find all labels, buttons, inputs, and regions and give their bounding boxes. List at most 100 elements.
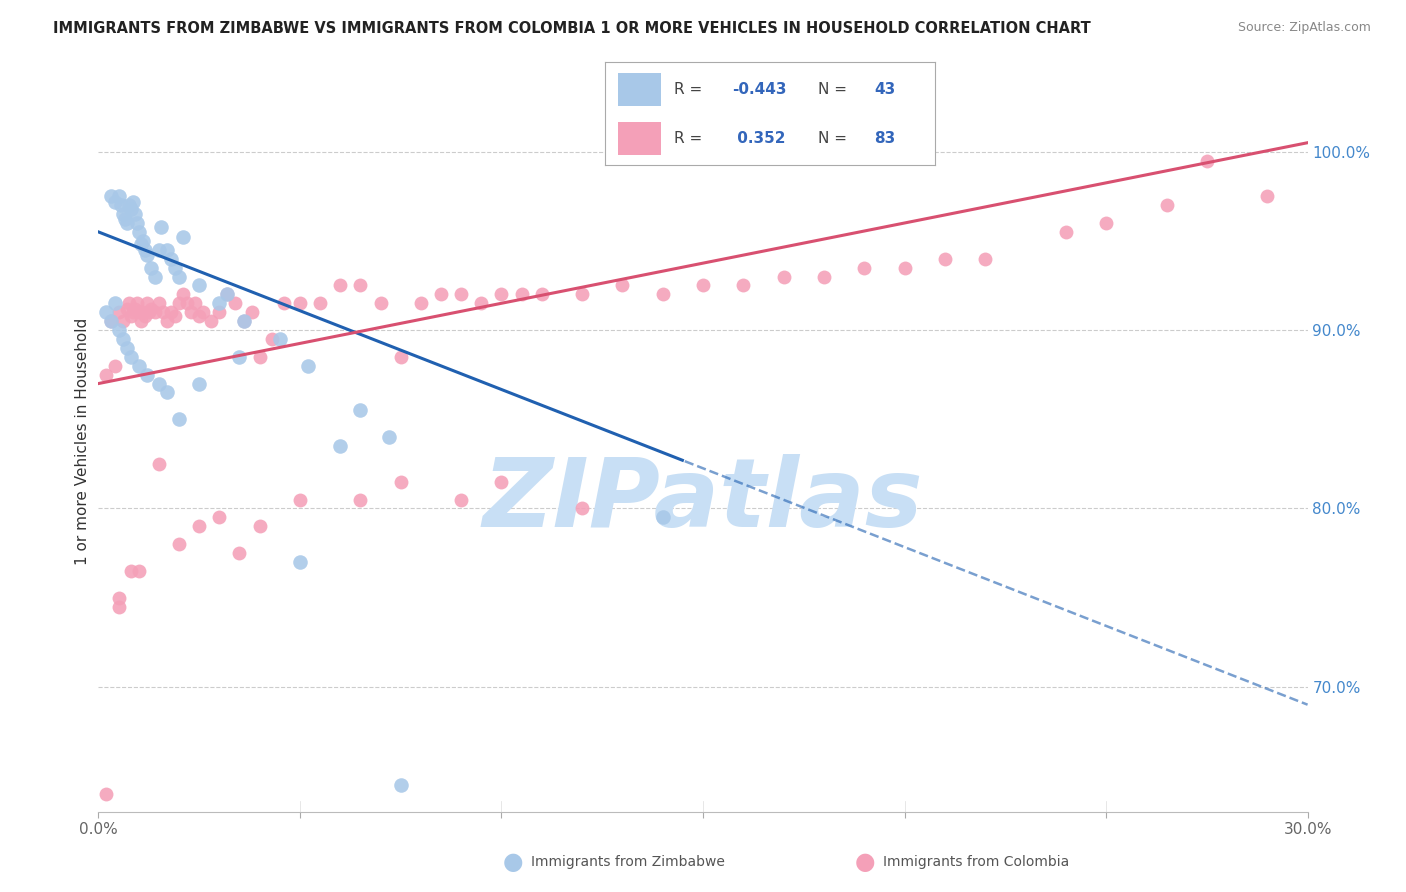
Point [121, 305, 143, 319]
Point [118, 296, 141, 310]
Point [139, 260, 162, 275]
Point [188, 278, 211, 293]
Point [156, 314, 179, 328]
Text: 83: 83 [875, 131, 896, 146]
Point [115, 301, 138, 316]
Point [148, 376, 170, 391]
Point [260, 332, 283, 346]
Point [1156, 198, 1178, 212]
Point [111, 332, 134, 346]
Point [249, 519, 271, 533]
Point [125, 216, 148, 230]
Point [128, 305, 150, 319]
Point [103, 359, 125, 373]
Point [111, 314, 134, 328]
Point [128, 359, 150, 373]
Point [974, 252, 997, 266]
Text: IMMIGRANTS FROM ZIMBABWE VS IMMIGRANTS FROM COLOMBIA 1 OR MORE VEHICLES IN HOUSE: IMMIGRANTS FROM ZIMBABWE VS IMMIGRANTS F… [53, 21, 1091, 37]
Text: -0.443: -0.443 [731, 81, 786, 96]
Text: Source: ZipAtlas.com: Source: ZipAtlas.com [1237, 21, 1371, 35]
Point [107, 323, 129, 337]
Text: Immigrants from Colombia: Immigrants from Colombia [883, 855, 1069, 869]
Point [124, 207, 146, 221]
Point [349, 278, 371, 293]
Point [571, 501, 593, 516]
Point [148, 296, 170, 310]
Point [232, 314, 254, 328]
Point [148, 243, 170, 257]
Point [134, 243, 156, 257]
Point [389, 475, 412, 489]
Point [115, 216, 138, 230]
Point [124, 301, 146, 316]
Point [156, 243, 179, 257]
Point [125, 296, 148, 310]
Point [135, 248, 157, 262]
Point [120, 202, 142, 216]
Bar [617, 122, 661, 155]
Point [409, 296, 432, 310]
Point [1256, 189, 1278, 203]
Point [120, 309, 142, 323]
Point [450, 287, 472, 301]
Point [651, 510, 673, 524]
Point [100, 314, 122, 328]
Point [217, 287, 239, 301]
Point [163, 309, 186, 323]
Point [309, 296, 332, 310]
Point [115, 341, 138, 355]
Point [118, 198, 141, 212]
Point [107, 599, 129, 614]
Point [128, 225, 150, 239]
Point [470, 296, 492, 310]
Point [200, 314, 222, 328]
Text: 0.352: 0.352 [731, 131, 786, 146]
Point [110, 198, 132, 212]
Point [240, 305, 263, 319]
Y-axis label: 1 or more Vehicles in Household: 1 or more Vehicles in Household [75, 318, 90, 566]
Text: R =: R = [673, 131, 702, 146]
Point [135, 296, 157, 310]
Point [135, 368, 157, 382]
Text: N =: N = [818, 131, 846, 146]
Point [288, 555, 311, 569]
Point [172, 230, 194, 244]
Point [772, 269, 794, 284]
Point [208, 510, 231, 524]
Point [733, 278, 755, 293]
Text: N =: N = [818, 81, 846, 96]
Point [692, 278, 714, 293]
Point [111, 207, 134, 221]
Point [273, 296, 295, 310]
Point [228, 546, 250, 560]
Point [184, 296, 207, 310]
Point [149, 219, 172, 234]
Point [430, 287, 453, 301]
Text: ●: ● [503, 850, 523, 873]
Point [148, 457, 170, 471]
Point [160, 252, 183, 266]
Point [132, 234, 155, 248]
Point [100, 314, 122, 328]
Point [107, 591, 129, 605]
Point [1054, 225, 1077, 239]
Bar [617, 73, 661, 105]
Point [228, 350, 250, 364]
Point [156, 385, 179, 400]
Text: ZIPatlas: ZIPatlas [482, 454, 924, 548]
Point [128, 564, 150, 578]
Point [349, 492, 371, 507]
Point [143, 305, 166, 319]
Point [510, 287, 533, 301]
Point [188, 309, 211, 323]
Point [269, 332, 291, 346]
Point [450, 492, 472, 507]
Point [329, 439, 352, 453]
Point [389, 350, 412, 364]
Point [288, 492, 311, 507]
Point [612, 278, 634, 293]
Point [103, 194, 125, 209]
Text: Immigrants from Zimbabwe: Immigrants from Zimbabwe [531, 855, 725, 869]
Point [208, 296, 231, 310]
Text: R =: R = [673, 81, 702, 96]
